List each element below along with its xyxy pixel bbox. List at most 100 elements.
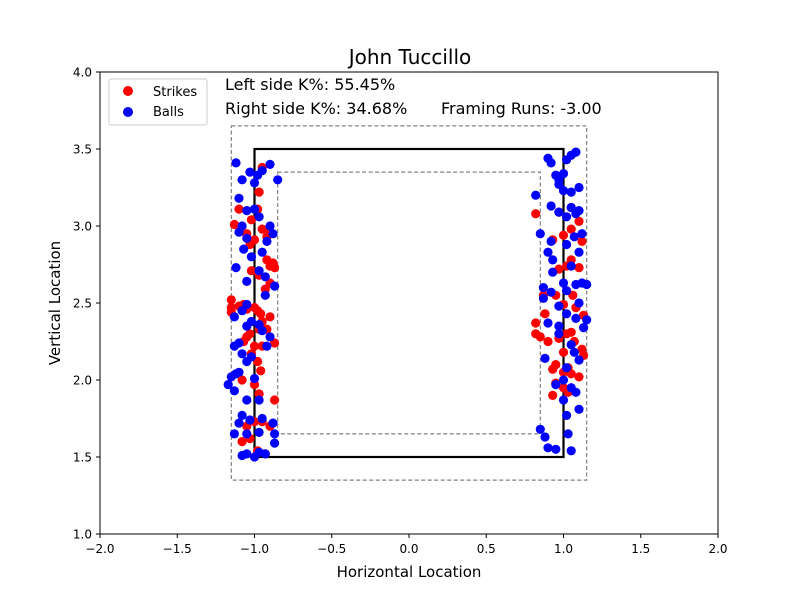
legend-label-strikes: Strikes (153, 85, 197, 100)
balls-point (270, 438, 280, 448)
balls-point (242, 321, 252, 331)
balls-point (558, 278, 569, 288)
strikes-point (574, 263, 584, 273)
balls-point (223, 380, 233, 390)
balls-point (234, 227, 244, 237)
strikes-point (229, 219, 239, 230)
balls-point (249, 204, 260, 214)
balls-point (262, 341, 272, 351)
strikes-point (540, 309, 550, 319)
balls-point (262, 236, 272, 246)
points-layer (223, 147, 592, 462)
x-tick-label: 2.0 (708, 542, 727, 556)
balls-point (546, 236, 556, 246)
strikes-point (577, 236, 587, 246)
x-tick-label: 1.0 (554, 542, 573, 556)
strikes-point (531, 318, 541, 328)
balls-point (535, 424, 545, 434)
balls-point (226, 372, 236, 382)
balls-point (237, 349, 247, 359)
x-tick-label: −1.5 (163, 542, 192, 556)
balls-point (562, 286, 572, 296)
legend-label-balls: Balls (153, 105, 184, 120)
legend: Strikes Balls (108, 78, 208, 126)
strikes-point (531, 209, 541, 219)
strikes-point (246, 266, 256, 276)
balls-point (229, 341, 239, 351)
y-tick-label: 3.0 (73, 220, 92, 234)
balls-point (265, 159, 275, 169)
y-tick-label: 3.5 (73, 143, 92, 157)
x-tick-label: −2.0 (85, 542, 114, 556)
x-tick-label: 0.0 (399, 542, 418, 556)
balls-point (562, 410, 572, 420)
strikes-point (254, 187, 264, 197)
balls-point (574, 182, 584, 193)
strikes-point (237, 437, 247, 447)
balls-point (242, 429, 252, 439)
y-tick-label: 4.0 (73, 66, 92, 80)
balls-point (260, 290, 270, 300)
annotation-framing: Framing Runs: -3.00 (441, 99, 602, 118)
balls-point (566, 446, 576, 456)
balls-point (546, 158, 556, 168)
inner-zone (277, 171, 541, 435)
balls-point (229, 386, 239, 396)
y-tick-label: 2.0 (73, 374, 92, 388)
balls-point (540, 432, 550, 442)
balls-point (551, 380, 561, 390)
balls-point (531, 190, 541, 200)
strikes-point (226, 295, 236, 305)
balls-point (257, 247, 267, 257)
balls-point (249, 178, 260, 188)
balls-point (554, 321, 564, 331)
balls-point (242, 395, 252, 405)
strikes-point (535, 332, 545, 342)
balls-point (574, 355, 584, 365)
strikes-point (551, 360, 561, 370)
balls-point (540, 353, 550, 363)
balls-point (562, 309, 572, 319)
balls-point (569, 347, 579, 357)
annotation-right-k: Right side K%: 34.68% (225, 99, 407, 118)
balls-point (558, 186, 569, 196)
strikes-point (249, 341, 260, 351)
balls-point (566, 202, 576, 213)
strikes-point (566, 224, 576, 234)
balls-point (246, 252, 256, 262)
balls-point (579, 323, 589, 333)
balls-point (574, 404, 584, 414)
strikes-point (265, 312, 275, 322)
balls-point (538, 293, 549, 303)
balls-point (237, 410, 247, 420)
strikes-point (574, 216, 584, 226)
balls-point (257, 166, 267, 176)
balls-point (554, 329, 564, 339)
balls-point (231, 263, 241, 273)
strikes-point (237, 375, 247, 385)
balls-point (257, 413, 267, 424)
balls-point (543, 443, 553, 453)
legend-marker-strikes (123, 86, 133, 96)
balls-point (582, 315, 592, 325)
balls-point (242, 233, 252, 243)
balls-point (260, 449, 270, 459)
balls-point (270, 281, 280, 291)
balls-point (249, 373, 260, 384)
balls-point (538, 283, 549, 293)
balls-point (548, 255, 558, 265)
chart-title: John Tuccillo (347, 45, 472, 69)
balls-point (231, 158, 241, 168)
strikes-point (234, 204, 244, 214)
balls-point (563, 429, 573, 439)
annotation-left-k: Left side K%: 55.45% (225, 75, 395, 94)
balls-point (562, 363, 572, 373)
balls-point (571, 147, 581, 157)
balls-point (245, 415, 255, 425)
balls-point (558, 395, 569, 405)
x-axis-label: Horizontal Location (337, 563, 482, 581)
balls-point (574, 298, 584, 308)
series-balls (223, 147, 592, 462)
balls-point (551, 444, 561, 454)
x-axis: −2.0 −1.5 −1.0 −0.5 0.0 0.5 1.0 1.5 2.0 (85, 534, 728, 556)
